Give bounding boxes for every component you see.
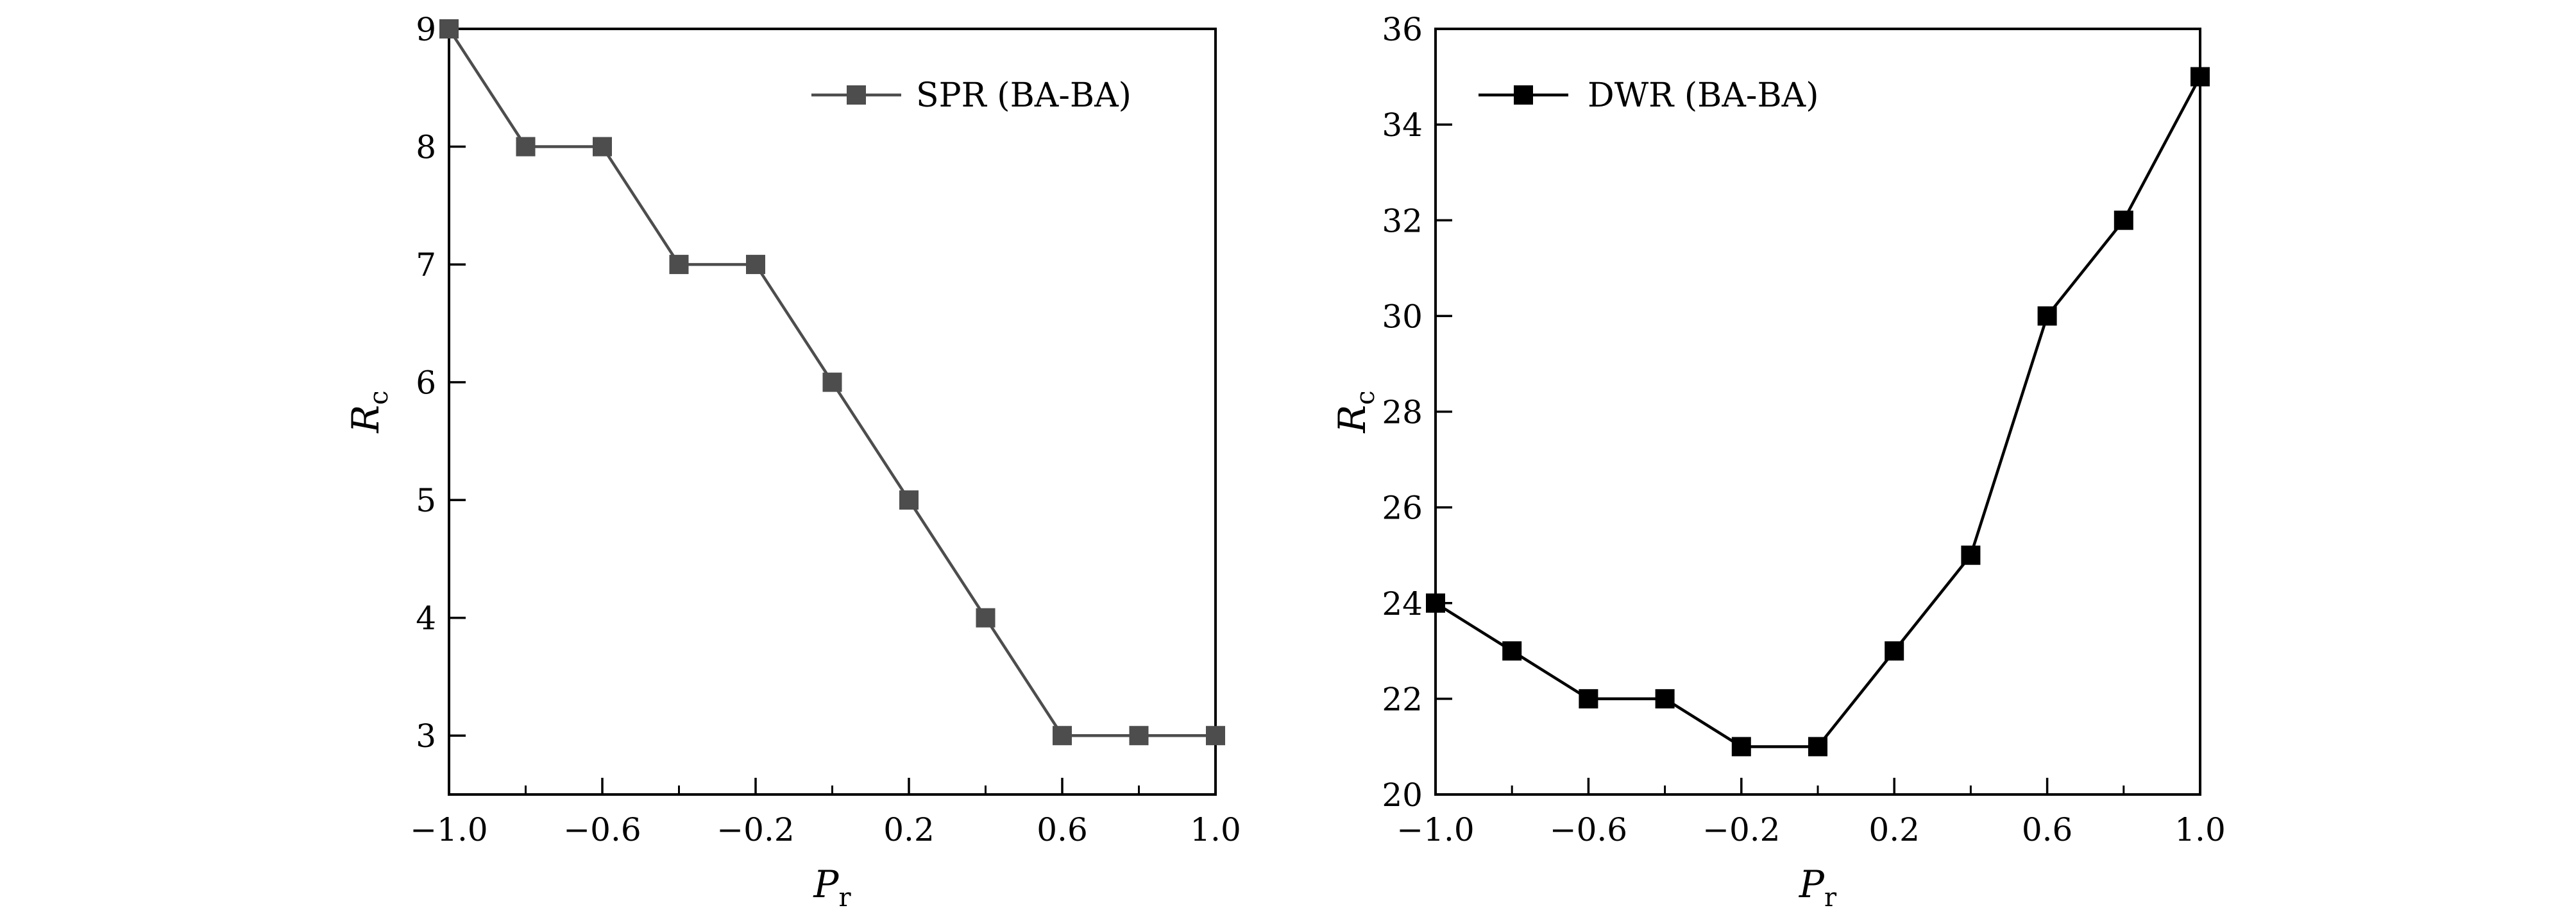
chart-panel-left: −1.0 −0.6 −0.2 0.2 0.6 1.0 3 4 5 6 7 8 9 Pr Rc SPR (BA-… [344,11,1241,910]
x-tick-label: −0.6 [1550,811,1627,848]
data-point [439,19,459,39]
data-point [593,137,612,157]
data-point [1579,689,1598,708]
data-point [1129,726,1149,746]
y-tick-label: 34 [1382,107,1423,144]
y-tick-label: 28 [1382,394,1423,431]
plot-frame [448,28,1217,796]
y-tick-label: 7 [416,246,436,284]
legend-label: SPR (BA-BA) [916,76,1131,115]
x-tick-label: 1.0 [1190,811,1241,848]
data-point [1426,593,1445,613]
y-tick-label: 9 [416,11,436,48]
x-axis-label: Pr [1799,863,1837,910]
x-tick-label: 0.6 [2022,811,2073,848]
x-tick-label: 0.2 [1868,811,1920,848]
y-tick-label: 20 [1382,777,1423,814]
x-tick-label: −1.0 [410,811,487,848]
legend-marker [1514,85,1533,105]
y-tick-label: 30 [1382,298,1423,335]
legend-label: DWR (BA-BA) [1588,76,1819,115]
x-axis-label-sub: r [1824,883,1837,910]
y-axis-label: Rc [344,390,394,433]
x-tick-label: 0.2 [883,811,935,848]
data-point [2114,210,2133,230]
y-tick-label: 26 [1382,490,1423,527]
y-tick-label: 24 [1382,585,1423,622]
data-point [1885,641,1904,661]
data-point [822,372,842,392]
y-axis-label-sub: c [364,390,394,404]
data-point [669,255,689,275]
y-tick-label: 22 [1382,681,1423,718]
x-tick-label: 1.0 [2174,811,2226,848]
plot-frame [1434,28,2201,796]
y-tick-label: 5 [416,482,436,519]
y-axis-label: Rc [1330,390,1380,433]
data-point [899,490,919,510]
data-point [976,608,996,628]
data-point [516,137,536,157]
x-axis-label-sub: r [838,883,851,910]
y-tick-label: 8 [416,129,436,166]
data-point [1655,689,1675,708]
data-point [1808,737,1827,757]
chart-panel-right: −1.0 −0.6 −0.2 0.2 0.6 1.0 20 22 24 26 28 30 32 34 36 P… [1330,11,2226,910]
y-tick-label: 32 [1382,202,1423,239]
data-point [2190,67,2210,87]
x-tick-label: 0.6 [1037,811,1088,848]
x-tick-label: −1.0 [1396,811,1474,848]
x-tick-label: −0.6 [563,811,641,848]
y-tick-label: 6 [416,365,436,402]
legend-marker [847,85,866,105]
data-point [1961,545,1981,565]
y-tick-label: 4 [416,600,436,637]
data-point [1731,737,1751,757]
series-line [1434,76,2201,748]
x-tick-label: −0.2 [1702,811,1780,848]
y-axis-label-sub: c [1351,390,1380,404]
data-point [746,255,765,275]
data-point [1502,641,1522,661]
data-point [2037,306,2057,326]
data-point [1206,726,1225,746]
y-tick-label: 36 [1382,11,1423,48]
x-tick-label: −0.2 [716,811,794,848]
data-point [1053,726,1072,746]
y-tick-label: 3 [416,717,436,755]
x-axis-label: Pr [813,863,851,910]
